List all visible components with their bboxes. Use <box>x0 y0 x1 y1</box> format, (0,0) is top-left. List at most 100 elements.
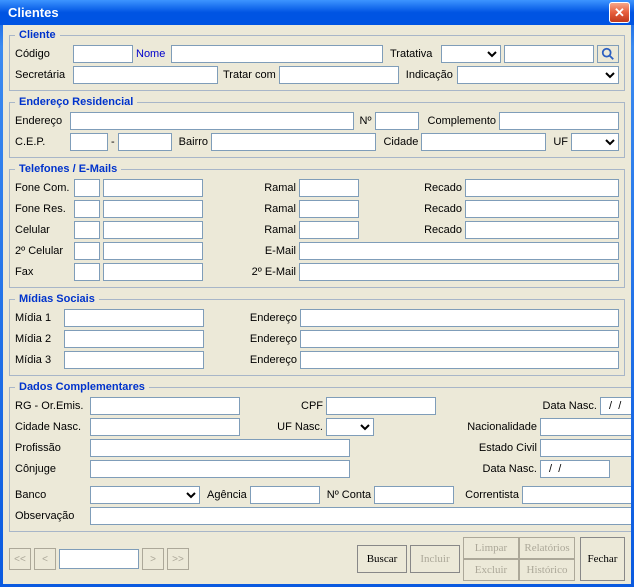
excluir-button[interactable]: Excluir <box>463 559 519 581</box>
ufnasc-select[interactable] <box>326 418 374 436</box>
ramal3-input[interactable] <box>299 221 359 239</box>
midia2-input[interactable] <box>64 330 204 348</box>
cpf-input[interactable] <box>326 397 436 415</box>
fonecom-num[interactable] <box>103 179 203 197</box>
cidadenasc-input[interactable] <box>90 418 240 436</box>
nav-position[interactable] <box>59 549 139 569</box>
observacao-input[interactable] <box>90 507 631 525</box>
tratativa-text[interactable] <box>504 45 594 63</box>
fax-ddd[interactable] <box>74 263 100 281</box>
label-tratarcom: Tratar com <box>223 69 276 81</box>
indicacao-select[interactable] <box>457 66 619 84</box>
window: Clientes ✕ Cliente Código Nome Tratativa <box>0 0 634 587</box>
conjuge-input[interactable] <box>90 460 350 478</box>
recado2-input[interactable] <box>465 200 619 218</box>
banco-select[interactable] <box>90 486 200 504</box>
midia3-endereco[interactable] <box>300 351 619 369</box>
estadocivil-select[interactable] <box>540 439 631 457</box>
label-observacao: Observação <box>15 510 87 522</box>
label-fonecom: Fone Com. <box>15 182 71 194</box>
tratativa-select[interactable] <box>441 45 501 63</box>
numero-input[interactable] <box>375 112 419 130</box>
label-nome: Nome <box>136 48 168 60</box>
celular-ddd[interactable] <box>74 221 100 239</box>
label-cep: C.E.P. <box>15 136 67 148</box>
search-icon <box>601 47 615 61</box>
nav-next[interactable]: > <box>142 548 164 570</box>
group-midias: Mídias Sociais Mídia 1 Endereço Mídia 2 … <box>9 293 625 376</box>
search-button[interactable] <box>597 45 619 63</box>
fechar-button[interactable]: Fechar <box>580 537 625 581</box>
datanasc-input[interactable] <box>600 397 631 415</box>
buscar-button[interactable]: Buscar <box>357 545 407 573</box>
nav-prev[interactable]: < <box>34 548 56 570</box>
foneres-num[interactable] <box>103 200 203 218</box>
button-grid: Limpar Relatórios Excluir Histórico <box>463 537 577 581</box>
legend-midias: Mídias Sociais <box>15 293 99 305</box>
historico-button[interactable]: Histórico <box>519 559 575 581</box>
cidade-input[interactable] <box>421 133 546 151</box>
profissao-input[interactable] <box>90 439 350 457</box>
label-numero: Nº <box>360 115 372 127</box>
label-ramal3: Ramal <box>236 224 296 236</box>
legend-cliente: Cliente <box>15 29 60 41</box>
fonecom-ddd[interactable] <box>74 179 100 197</box>
relatorios-button[interactable]: Relatórios <box>519 537 575 559</box>
limpar-button[interactable]: Limpar <box>463 537 519 559</box>
ramal2-input[interactable] <box>299 200 359 218</box>
nacionalidade-select[interactable] <box>540 418 631 436</box>
cep2-input[interactable] <box>118 133 172 151</box>
incluir-button[interactable]: Incluir <box>410 545 460 573</box>
label-complemento: Complemento <box>428 115 496 127</box>
midia1-input[interactable] <box>64 309 204 327</box>
label-indicacao: Indicação <box>406 69 454 81</box>
nav-first[interactable]: << <box>9 548 31 570</box>
group-endereco: Endereço Residencial Endereço Nº Complem… <box>9 96 625 158</box>
recado3-input[interactable] <box>465 221 619 239</box>
label-uf: UF <box>553 136 568 148</box>
label-cidadenasc: Cidade Nasc. <box>15 421 87 433</box>
label-codigo: Código <box>15 48 70 60</box>
celular2-num[interactable] <box>103 242 203 260</box>
label-estadocivil: Estado Civil <box>479 442 537 454</box>
tratarcom-input[interactable] <box>279 66 399 84</box>
complemento-input[interactable] <box>499 112 619 130</box>
label-cidade: Cidade <box>383 136 418 148</box>
label-rg: RG - Or.Emis. <box>15 400 87 412</box>
celular-num[interactable] <box>103 221 203 239</box>
midia2-endereco[interactable] <box>300 330 619 348</box>
uf-select[interactable] <box>571 133 619 151</box>
nav-last[interactable]: >> <box>167 548 189 570</box>
agencia-input[interactable] <box>250 486 320 504</box>
label-midia2: Mídia 2 <box>15 333 61 345</box>
label-midia3-end: Endereço <box>217 354 297 366</box>
secretaria-input[interactable] <box>73 66 218 84</box>
close-button[interactable]: ✕ <box>609 2 630 23</box>
email-input[interactable] <box>299 242 619 260</box>
codigo-input[interactable] <box>73 45 133 63</box>
cep1-input[interactable] <box>70 133 108 151</box>
group-dados: Dados Complementares RG - Or.Emis. CPF D… <box>9 381 631 532</box>
label-recado2: Recado <box>382 203 462 215</box>
fax-num[interactable] <box>103 263 203 281</box>
label-agencia: Agência <box>207 489 247 501</box>
midia3-input[interactable] <box>64 351 204 369</box>
group-cliente: Cliente Código Nome Tratativa Secretária <box>9 29 625 91</box>
rg-input[interactable] <box>90 397 240 415</box>
nome-input[interactable] <box>171 45 383 63</box>
foneres-ddd[interactable] <box>74 200 100 218</box>
nconta-input[interactable] <box>374 486 454 504</box>
bairro-input[interactable] <box>211 133 376 151</box>
close-icon: ✕ <box>614 5 625 21</box>
legend-telefones: Telefones / E-Mails <box>15 163 121 175</box>
recado1-input[interactable] <box>465 179 619 197</box>
email2-input[interactable] <box>299 263 619 281</box>
label-midia2-end: Endereço <box>217 333 297 345</box>
datanasc2-input[interactable] <box>540 460 610 478</box>
celular2-ddd[interactable] <box>74 242 100 260</box>
correntista-input[interactable] <box>522 486 631 504</box>
ramal1-input[interactable] <box>299 179 359 197</box>
midia1-endereco[interactable] <box>300 309 619 327</box>
window-title: Clientes <box>4 5 609 20</box>
endereco-input[interactable] <box>70 112 354 130</box>
